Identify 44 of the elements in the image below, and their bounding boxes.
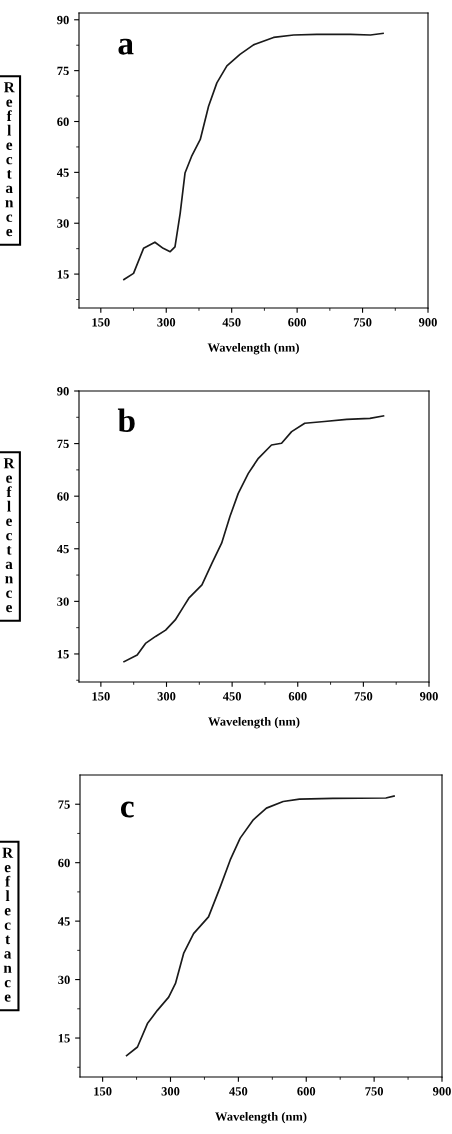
text: Reflectance [3,82,15,237]
annotation: b [117,408,135,433]
y-tick-label: 75 [57,439,69,449]
text: Reflectance [2,847,14,1002]
y-tick-label: 15 [57,650,69,659]
annotation: c [120,801,134,818]
x-tick-label: 750 [365,1087,384,1096]
x-tick-label: 900 [418,318,437,327]
y-tick-label: 60 [57,492,69,501]
y-tick-label: 15 [57,270,69,279]
y-tick-label: 90 [57,15,69,25]
x-tick-label: 600 [288,318,307,327]
x-tick-label: 450 [222,318,241,327]
x-tick-label: 300 [157,318,176,327]
y-tick-label: 30 [57,219,69,228]
x-tick-label: 150 [92,318,110,327]
y-tick-label: 30 [57,597,69,606]
x-tick-label: 750 [354,692,373,701]
x-tick-label: 450 [222,692,242,701]
y-tick-label: 75 [58,800,70,809]
x-tick-label: 300 [161,1087,180,1096]
x-tick-label: 750 [353,318,372,327]
y-tick-label: 45 [56,168,69,177]
y-tick-label: 45 [57,917,70,926]
x-tick-label: 300 [157,692,176,701]
x-tick-label: 900 [432,1087,451,1096]
x-axis-title: Wavelength (nm) [208,716,300,729]
y-tick-label: 30 [58,975,70,985]
x-tick-label: 600 [288,692,307,701]
y-tick-label: 90 [57,387,69,396]
x-axis-title: Wavelength (nm) [207,342,299,355]
y-tick-label: 15 [58,1034,70,1043]
x-axis-title: Wavelength (nm) [215,1111,307,1124]
text: Reflectance [3,458,15,613]
x-tick-label: 600 [297,1087,316,1096]
y-tick-label: 60 [57,117,69,126]
x-tick-label: 900 [419,692,438,701]
x-tick-label: 150 [94,1087,112,1096]
x-tick-label: 150 [92,692,110,701]
y-tick-label: 60 [58,858,70,868]
x-tick-label: 450 [229,1087,248,1096]
y-tick-label: 75 [57,66,69,76]
y-tick-label: 45 [56,544,69,554]
annotation: a [118,38,134,55]
